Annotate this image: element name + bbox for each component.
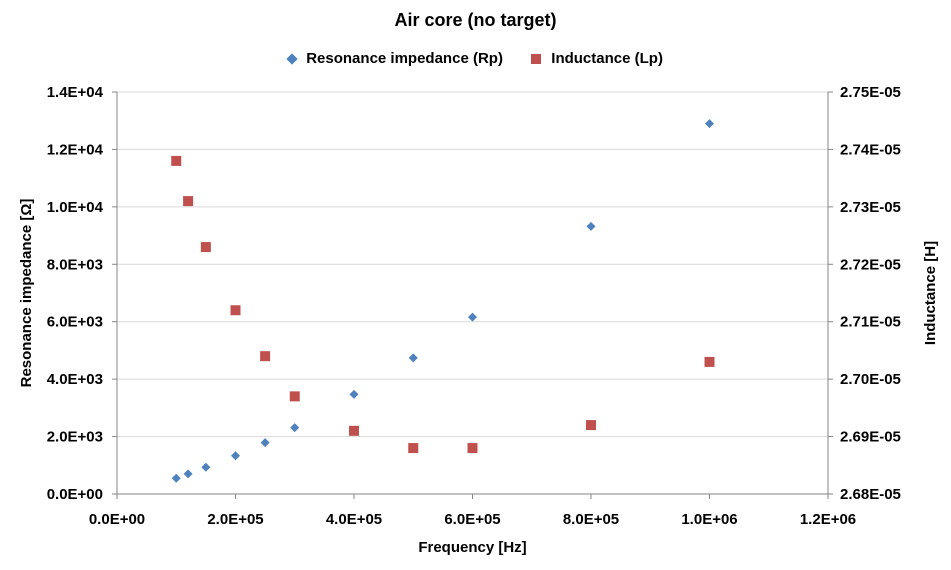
legend-entry-lp: Inductance (Lp) <box>531 50 663 67</box>
y2-tick-label: 2.68E-05 <box>840 486 901 503</box>
y2-tick-label: 2.72E-05 <box>840 256 901 273</box>
y-tick-label: 4.0E+03 <box>47 371 103 388</box>
rp-point <box>201 462 211 472</box>
legend-entry-rp: Resonance impedance (Rp) <box>286 49 503 67</box>
square-marker-icon <box>531 53 542 64</box>
legend: Resonance impedance (Rp) Inductance (Lp) <box>0 49 951 67</box>
y2-axis-label: Inductance [H] <box>922 241 939 345</box>
lp-point <box>704 356 715 367</box>
x-tick-label: 6.0E+05 <box>444 511 500 528</box>
rp-point <box>408 353 418 363</box>
x-axis-label: Frequency [Hz] <box>418 539 526 556</box>
y2-tick-label: 2.73E-05 <box>840 199 901 216</box>
y2-tick-label: 2.74E-05 <box>840 141 901 158</box>
lp-point <box>183 196 194 207</box>
x-tick-label: 4.0E+05 <box>326 511 382 528</box>
lp-point <box>171 155 182 166</box>
x-tick-label: 2.0E+05 <box>207 511 263 528</box>
y-tick-label: 8.0E+03 <box>47 256 103 273</box>
y-tick-label: 1.4E+04 <box>47 84 104 101</box>
x-tick-label: 8.0E+05 <box>563 511 619 528</box>
rp-point <box>586 221 596 231</box>
lp-point <box>200 242 211 253</box>
y-tick-label: 1.0E+04 <box>47 199 104 216</box>
rp-point <box>349 389 359 399</box>
lp-point <box>230 305 241 316</box>
legend-label-lp: Inductance (Lp) <box>551 49 663 67</box>
x-tick-label: 0.0E+00 <box>89 511 145 528</box>
rp-point <box>290 423 300 433</box>
y-axis-label: Resonance impedance [Ω] <box>18 199 35 388</box>
rp-point <box>183 469 193 479</box>
lp-point <box>408 443 419 454</box>
lp-point <box>260 351 271 362</box>
y-tick-label: 2.0E+03 <box>47 429 103 446</box>
rp-point <box>171 473 181 483</box>
y-tick-label: 6.0E+03 <box>47 314 103 331</box>
lp-point <box>467 443 478 454</box>
y2-tick-label: 2.69E-05 <box>840 429 901 446</box>
lp-point <box>289 391 300 402</box>
rp-point <box>468 312 477 322</box>
data-points <box>171 119 715 483</box>
x-tick-label: 1.2E+06 <box>800 511 856 528</box>
y-tick-label: 0.0E+00 <box>47 486 103 503</box>
x-tick-label: 1.0E+06 <box>681 511 737 528</box>
lp-point <box>586 420 596 431</box>
y2-tick-label: 2.75E-05 <box>840 84 901 101</box>
chart-title: Air core (no target) <box>394 10 557 30</box>
legend-label-rp: Resonance impedance (Rp) <box>306 49 503 67</box>
lp-point <box>349 425 359 436</box>
gridlines <box>117 91 828 438</box>
axis-ticks: 0.0E+00 2.0E+03 4.0E+03 6.0E+03 8.0E+03 1.0E+… <box>47 84 901 528</box>
y-tick-label: 1.2E+04 <box>47 141 104 158</box>
y2-tick-label: 2.71E-05 <box>840 314 901 331</box>
rp-point <box>705 119 714 129</box>
rp-point <box>260 438 270 448</box>
y2-tick-label: 2.70E-05 <box>840 371 901 388</box>
rp-point <box>231 451 240 461</box>
